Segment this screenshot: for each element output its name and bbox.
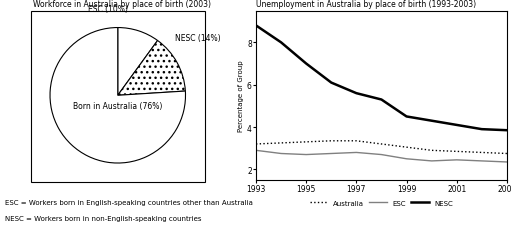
Australia [479,151,485,154]
ESC [479,160,485,163]
NESC [278,42,284,45]
NESC [378,99,385,101]
Text: NESC = Workers born in non-English-speaking countries: NESC = Workers born in non-English-speak… [5,215,202,221]
Australia [378,143,385,146]
Legend: Australia, ESC, NESC: Australia, ESC, NESC [307,197,456,209]
Text: ESC (10%): ESC (10%) [88,5,127,14]
NESC [303,63,309,66]
Australia [454,150,460,153]
NESC [353,92,359,95]
Text: Unemployment in Australia by place of birth (1993-2003): Unemployment in Australia by place of bi… [256,0,476,9]
ESC [328,152,334,155]
NESC [403,116,410,118]
ESC [278,152,284,155]
NESC [479,128,485,131]
ESC [429,160,435,163]
Australia [253,143,259,146]
ESC [403,158,410,161]
Wedge shape [118,28,158,96]
Australia [429,149,435,152]
Australia [303,141,309,144]
Text: Born in Australia (76%): Born in Australia (76%) [73,101,162,110]
Australia [504,152,510,155]
Wedge shape [50,28,185,163]
NESC [504,129,510,132]
Australia [403,146,410,149]
Australia [328,140,334,143]
ESC [378,153,385,156]
NESC [454,124,460,127]
ESC [303,153,309,156]
Text: Workforce in Australia by place of birth (2003): Workforce in Australia by place of birth… [33,0,211,9]
Australia [278,142,284,145]
Line: Australia: Australia [256,141,507,154]
NESC [429,120,435,122]
ESC [454,159,460,161]
Text: NESC (14%): NESC (14%) [175,34,221,43]
ESC [504,161,510,164]
Australia [353,140,359,143]
ESC [353,151,359,154]
ESC [253,149,259,152]
NESC [253,25,259,28]
Line: ESC: ESC [256,151,507,162]
Text: ESC = Workers born in English-speaking countries other than Australia: ESC = Workers born in English-speaking c… [5,199,253,205]
Line: NESC: NESC [256,26,507,131]
Y-axis label: Percentage of Group: Percentage of Group [238,60,244,131]
Wedge shape [118,41,185,96]
NESC [328,82,334,85]
